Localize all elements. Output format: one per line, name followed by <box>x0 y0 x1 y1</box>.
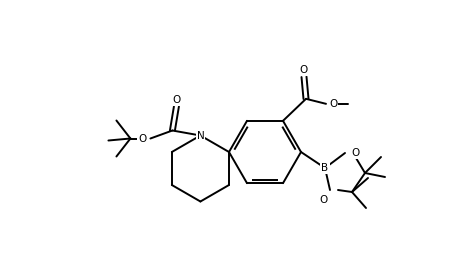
Text: O: O <box>300 65 308 75</box>
Text: O: O <box>138 134 147 144</box>
Text: O: O <box>351 148 359 158</box>
Text: O: O <box>173 95 181 104</box>
Text: O: O <box>329 99 337 109</box>
Text: O: O <box>319 195 327 205</box>
Text: B: B <box>321 163 329 173</box>
Text: N: N <box>197 130 204 141</box>
